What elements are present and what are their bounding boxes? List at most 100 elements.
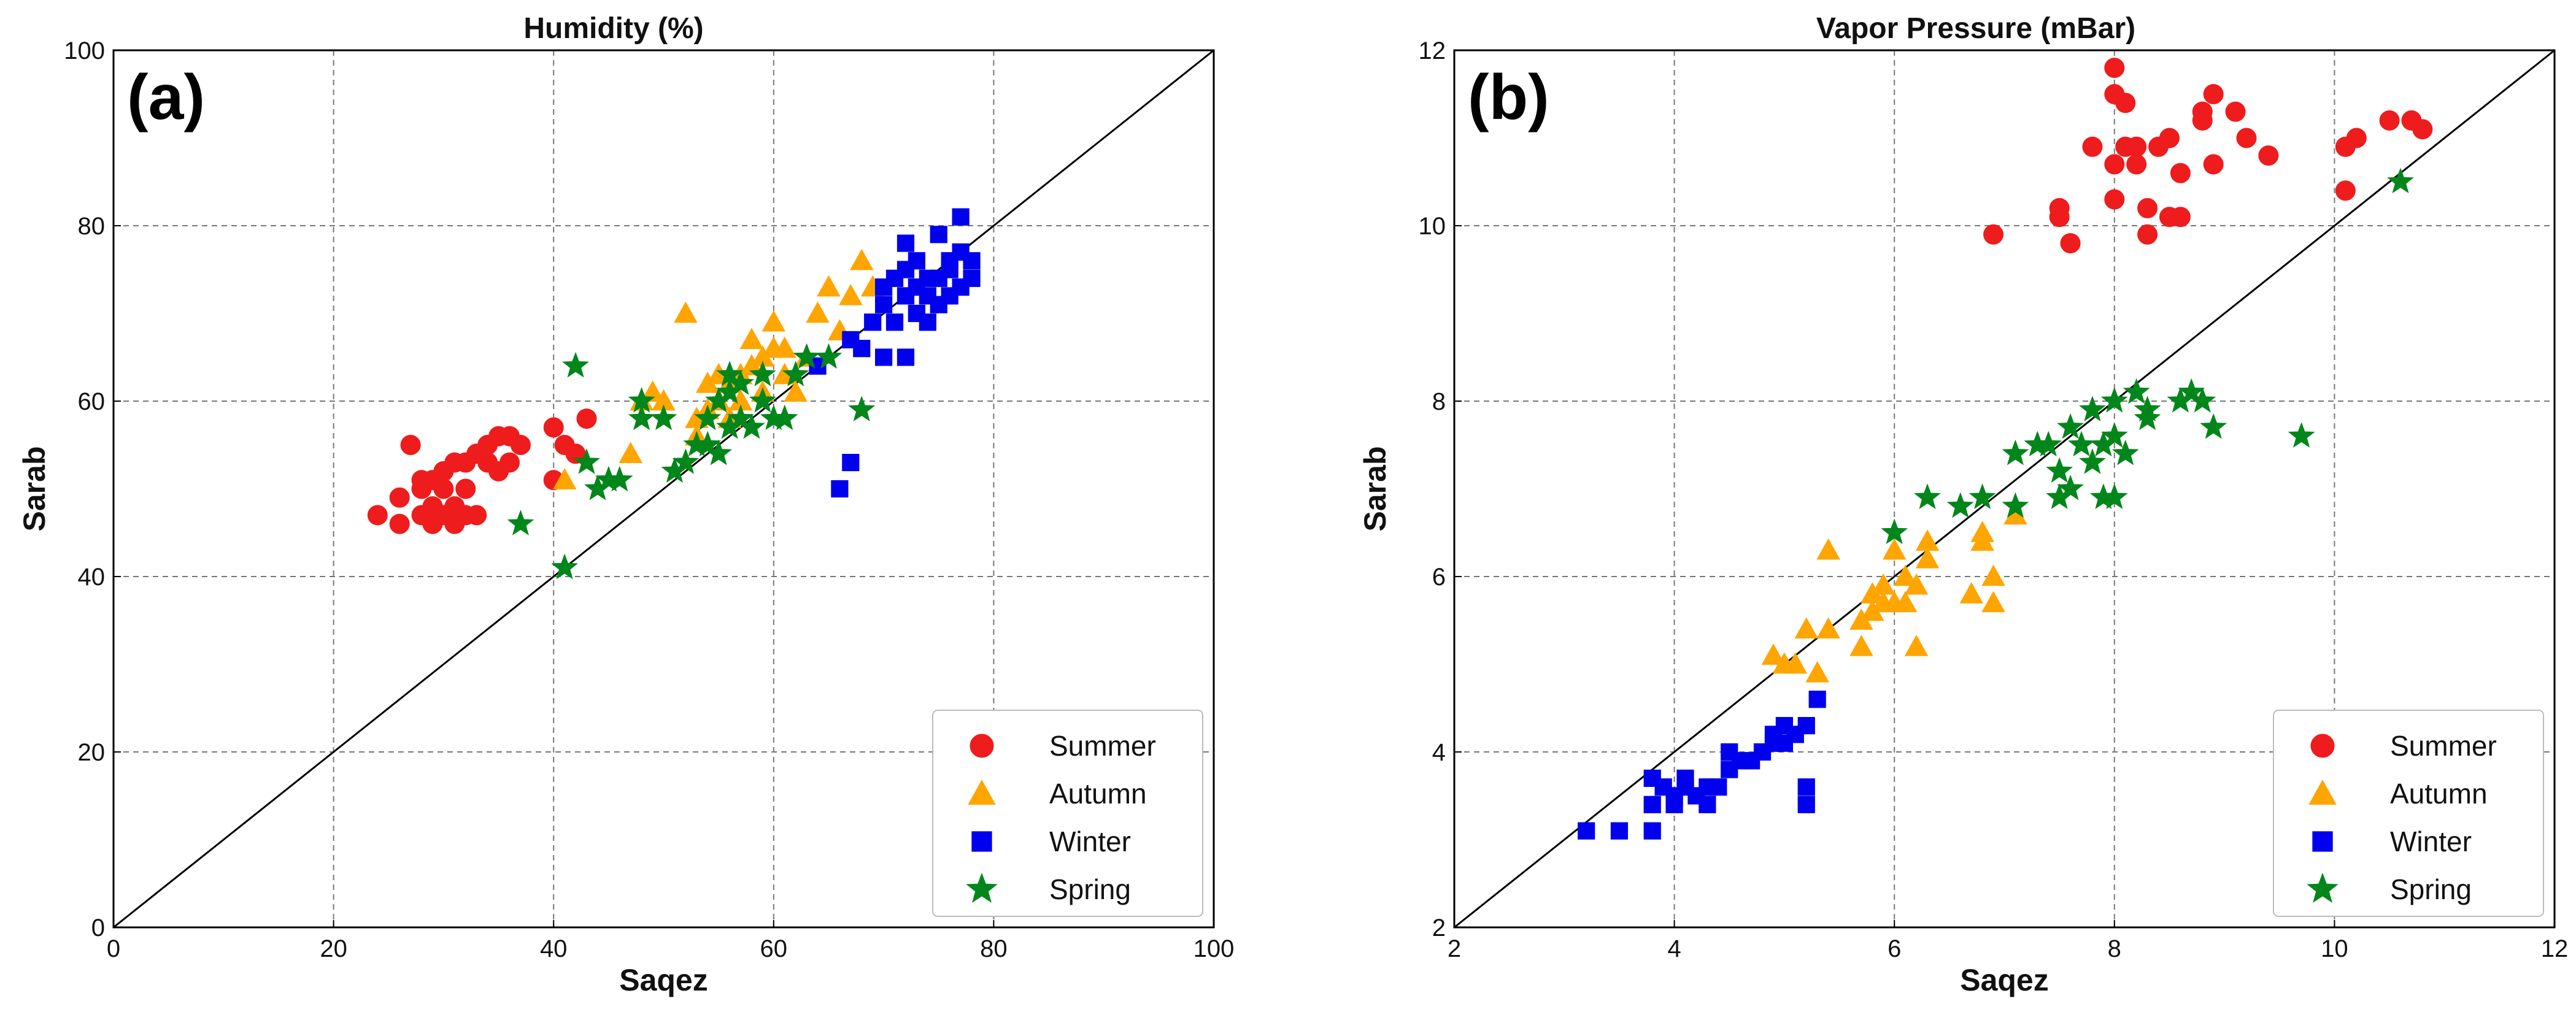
data-point [2126,136,2147,157]
data-point [619,442,642,464]
data-point [562,351,589,378]
data-point [919,269,936,287]
data-point [2104,189,2125,210]
data-point [2123,378,2150,404]
data-point [2159,128,2180,148]
data-point [672,448,700,474]
data-point [2100,483,2128,509]
data-point [864,313,882,331]
legend-box [2273,710,2544,917]
data-point [784,380,808,402]
y-tick-label: 10 [1419,213,1446,240]
legend-item: Winter [971,826,1131,857]
legend-label: Autumn [2390,778,2488,810]
x-tick-label: 2 [1448,935,1461,962]
legend-label: Autumn [1049,778,1147,810]
data-point [389,487,410,508]
reference-line [1454,49,2555,929]
legend-label: Spring [2390,873,2472,905]
data-point [1816,617,1840,639]
x-axis-label: Saqez [619,963,708,997]
legend-item: Winter [2312,826,2472,857]
series-summer [1983,58,2433,254]
x-tick-label: 20 [320,935,347,962]
data-point [552,468,577,489]
x-tick-label: 80 [980,935,1008,962]
chart-title: Humidity (%) [523,12,703,45]
data-point [1610,822,1629,840]
y-tick-label: 60 [78,388,106,415]
data-point [2100,422,2128,448]
data-point [1893,564,1918,586]
data-point [2057,413,2084,439]
data-point [853,340,871,358]
legend-marker [971,831,992,852]
legend-label: Spring [1049,873,1131,905]
data-point [1743,752,1760,770]
data-point [1775,717,1794,735]
y-tick-label: 2 [1432,914,1446,941]
data-point [2137,224,2158,245]
data-points [367,208,981,580]
data-point [762,310,786,332]
data-point [1816,538,1840,560]
data-point [842,454,860,472]
data-point [773,336,796,358]
legend-item: Spring [2307,872,2472,905]
data-point [1946,492,1974,518]
x-tick-label: 40 [540,935,568,962]
data-point [817,275,841,297]
data-point [1981,591,2005,613]
data-point [2203,154,2224,175]
data-point [749,361,776,386]
data-point [2134,404,2161,431]
data-point [963,269,981,287]
data-point [897,348,915,366]
data-point [2035,431,2062,457]
data-point [2100,386,2128,413]
y-tick-label: 20 [78,739,106,766]
y-tick-label: 80 [78,213,106,240]
data-point [1761,643,1786,665]
data-point [1699,795,1716,813]
data-point [875,296,893,313]
data-point [885,313,904,331]
data-point [1797,717,1815,735]
data-point [573,448,600,474]
data-point [908,252,925,270]
data-point [2189,386,2216,413]
data-point [433,478,454,499]
series-summer [367,408,597,534]
data-point [771,404,798,431]
data-point [806,301,830,323]
chart-title: Vapor Pressure (mBar) [1816,12,2135,45]
reference-line [113,49,1214,929]
legend-item: Autumn [2308,778,2488,810]
y-tick-label: 40 [78,564,106,591]
data-point [1794,617,1819,639]
data-point [1797,778,1815,796]
series-spring [1881,167,2414,545]
series-winter [809,208,981,498]
data-point [455,478,476,499]
data-point [2203,84,2224,104]
data-point [1904,634,1929,656]
data-point [1881,518,1908,545]
data-point [963,252,981,270]
data-point [2192,101,2213,122]
data-point [815,343,843,369]
data-point [2046,457,2073,483]
data-point [641,380,665,402]
y-axis-ticks: 2 4 6 8 10 12 [1419,37,1462,941]
data-point [1969,483,1996,509]
data-point [499,452,520,473]
data-point [1676,769,1694,788]
legend-box [932,710,1203,917]
data-point [727,404,754,431]
data-point [739,328,764,350]
data-point [1914,483,1941,509]
data-point [1643,795,1661,813]
data-point [2225,101,2246,122]
data-point [2170,207,2191,228]
